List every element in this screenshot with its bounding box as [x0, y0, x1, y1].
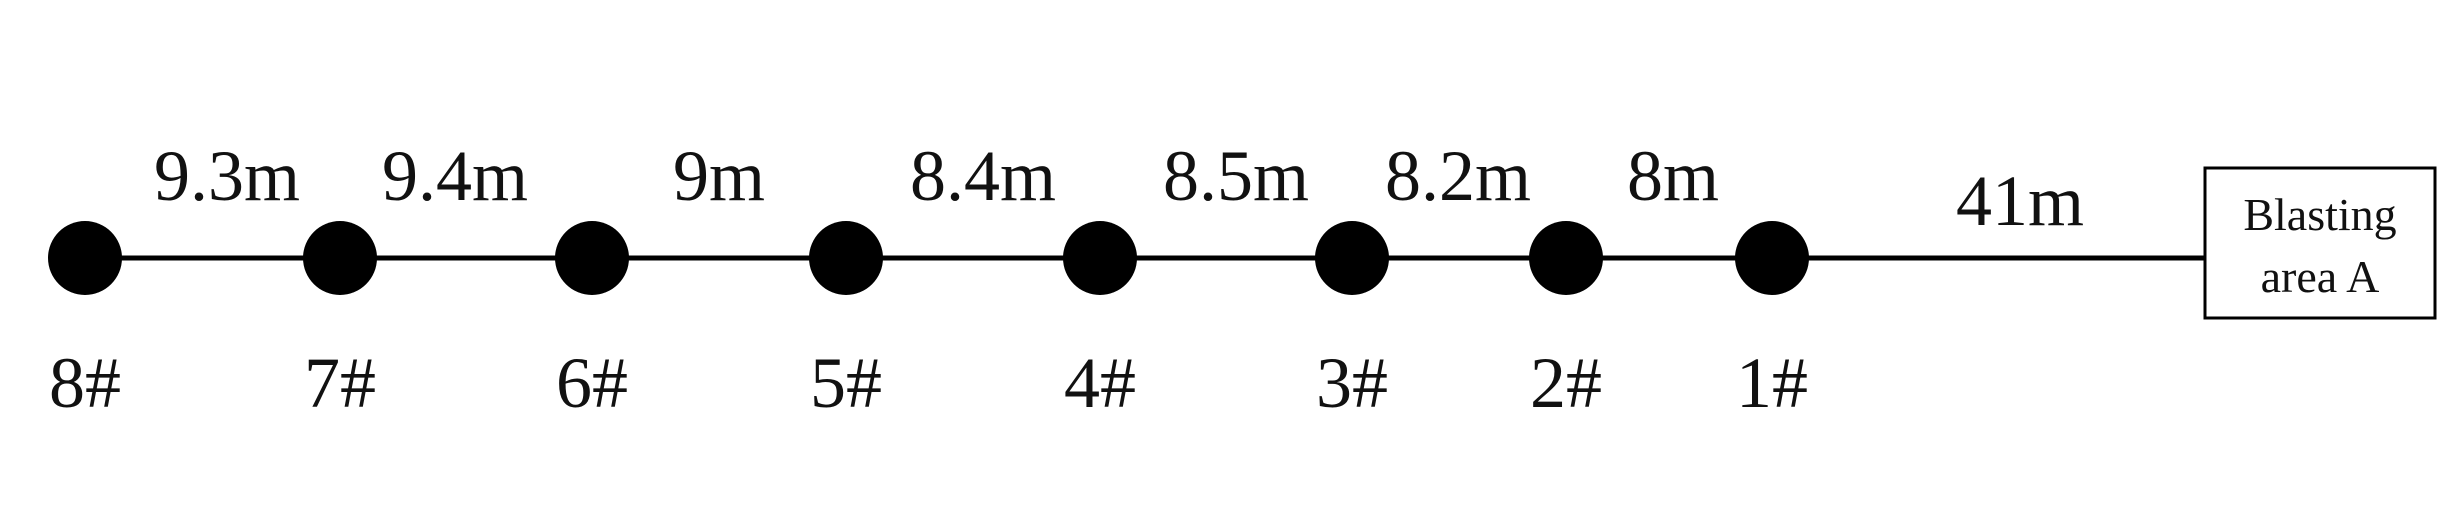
distance-label: 9m — [673, 136, 765, 216]
station-node — [1529, 221, 1603, 295]
blasting-area-label-line2: area A — [2261, 251, 2380, 302]
distance-label: 8m — [1627, 136, 1719, 216]
station-node — [303, 221, 377, 295]
blasting-area-box: Blasting area A — [2203, 166, 2437, 320]
distance-label: 8.5m — [1163, 136, 1309, 216]
station-label: 1# — [1736, 343, 1808, 423]
station-label: 8# — [49, 343, 121, 423]
distance-label: 9.4m — [382, 136, 528, 216]
station-node — [809, 221, 883, 295]
station-label: 5# — [810, 343, 882, 423]
station-node — [1735, 221, 1809, 295]
blast-distance-label: 41m — [1956, 161, 2084, 241]
blasting-area-border — [2203, 166, 2437, 320]
blasting-area-label-line1: Blasting — [2243, 189, 2396, 240]
station-label: 7# — [304, 343, 376, 423]
station-node — [555, 221, 629, 295]
distance-label: 9.3m — [154, 136, 300, 216]
station-node — [48, 221, 122, 295]
station-node — [1063, 221, 1137, 295]
station-label: 6# — [556, 343, 628, 423]
station-label: 3# — [1316, 343, 1388, 423]
distance-label: 8.2m — [1385, 136, 1531, 216]
station-node — [1315, 221, 1389, 295]
station-label: 4# — [1064, 343, 1136, 423]
distance-label: 8.4m — [910, 136, 1056, 216]
station-label: 2# — [1530, 343, 1602, 423]
